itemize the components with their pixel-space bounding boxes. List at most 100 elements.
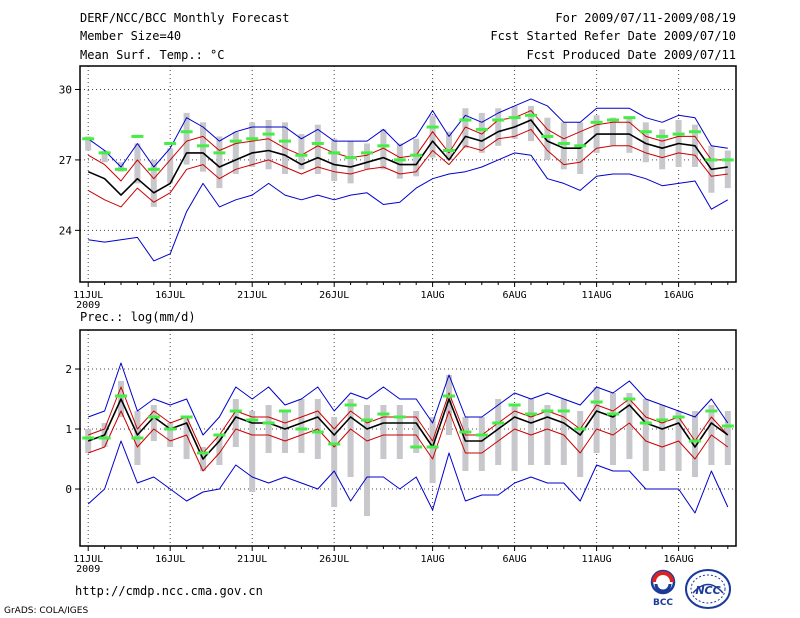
spread-box bbox=[380, 405, 387, 459]
median-marker bbox=[508, 403, 521, 407]
spread-box bbox=[560, 399, 567, 465]
spread-box bbox=[364, 405, 370, 516]
member-size-label: Member Size=40 bbox=[80, 29, 182, 43]
x-tick-label: 26JUL bbox=[319, 290, 349, 301]
median-marker bbox=[279, 409, 291, 413]
spread-box bbox=[232, 399, 239, 447]
spread-box bbox=[528, 399, 534, 465]
spread-box bbox=[642, 122, 649, 163]
median-marker bbox=[459, 430, 472, 434]
x-tick-label: 1AUG bbox=[421, 290, 445, 301]
bottom-panel-variable-label: Prec.: log(mm/d) bbox=[80, 310, 196, 324]
median-marker bbox=[492, 421, 505, 425]
median-marker bbox=[574, 144, 587, 148]
y-tick-label: 30 bbox=[59, 83, 72, 96]
bcc-logo-text: BCC bbox=[653, 598, 673, 608]
min-envelope-line bbox=[88, 152, 729, 262]
spread-box bbox=[396, 405, 403, 459]
spread-box bbox=[626, 117, 633, 153]
upper-spread-line bbox=[87, 110, 728, 182]
x-tick-label: 26JUL bbox=[319, 554, 349, 565]
spread-box bbox=[593, 387, 600, 453]
median-marker bbox=[721, 158, 734, 162]
spread-box bbox=[462, 108, 469, 149]
median-marker bbox=[328, 442, 341, 446]
spread-box bbox=[577, 411, 584, 477]
lower-spread-line bbox=[87, 128, 728, 208]
median-marker bbox=[246, 418, 259, 422]
median-marker bbox=[131, 436, 144, 440]
median-marker bbox=[590, 400, 603, 404]
median-marker bbox=[508, 116, 521, 120]
median-marker bbox=[147, 415, 160, 419]
spread-box bbox=[314, 124, 321, 174]
median-marker bbox=[607, 412, 619, 416]
spread-box bbox=[101, 150, 108, 163]
median-marker bbox=[180, 415, 193, 419]
spread-box bbox=[413, 138, 420, 177]
median-marker bbox=[426, 125, 439, 129]
forecast-started-label: Fcst Started Refer Date 2009/07/10 bbox=[490, 29, 736, 43]
y-tick-label: 24 bbox=[59, 224, 73, 237]
x-tick-label: 6AUG bbox=[503, 554, 527, 565]
median-marker bbox=[492, 118, 505, 122]
median-marker bbox=[541, 409, 554, 413]
spread-box bbox=[659, 129, 666, 170]
median-marker bbox=[295, 153, 308, 157]
spread-box bbox=[150, 159, 157, 207]
median-marker bbox=[262, 132, 275, 136]
spread-box bbox=[413, 411, 420, 453]
spread-box bbox=[642, 399, 649, 471]
x-tick-label: 11JUL bbox=[73, 554, 103, 565]
spread-box bbox=[282, 411, 288, 453]
x-tick-label: 21JUL bbox=[237, 554, 267, 565]
spread-box bbox=[183, 417, 190, 459]
median-marker bbox=[393, 158, 406, 162]
median-marker bbox=[82, 436, 95, 440]
median-marker bbox=[656, 418, 669, 422]
median-marker bbox=[197, 451, 209, 455]
median-marker bbox=[229, 409, 242, 413]
spread-box bbox=[265, 120, 272, 170]
median-marker bbox=[410, 153, 423, 157]
median-marker bbox=[525, 412, 537, 416]
median-marker bbox=[705, 409, 718, 413]
ncc-logo-text: NCC bbox=[695, 584, 720, 597]
median-marker bbox=[623, 397, 636, 401]
median-marker bbox=[607, 118, 619, 122]
spread-box bbox=[298, 399, 305, 453]
spread-box bbox=[167, 423, 174, 447]
median-marker bbox=[623, 116, 636, 120]
spread-box bbox=[446, 375, 452, 435]
spread-box bbox=[544, 405, 551, 465]
median-marker bbox=[459, 118, 472, 122]
spread-box bbox=[249, 122, 256, 167]
plot-frame bbox=[79, 65, 737, 283]
median-marker bbox=[475, 433, 488, 437]
x-tick-label: 16AUG bbox=[664, 554, 694, 565]
spread-box bbox=[659, 405, 666, 471]
bcc-logo-icon: BCC bbox=[650, 569, 676, 608]
spread-box bbox=[364, 143, 370, 170]
median-marker bbox=[721, 424, 734, 428]
median-marker bbox=[279, 139, 291, 143]
median-marker bbox=[656, 134, 669, 138]
median-marker bbox=[426, 445, 439, 449]
max-envelope-line bbox=[88, 362, 729, 436]
median-marker bbox=[541, 134, 554, 138]
median-marker bbox=[689, 130, 701, 134]
spread-box bbox=[249, 411, 256, 492]
median-marker bbox=[361, 151, 373, 155]
max-envelope-line bbox=[87, 98, 728, 168]
median-marker bbox=[82, 137, 95, 141]
spread-box bbox=[462, 417, 469, 471]
x-tick-year-label: 2009 bbox=[76, 300, 100, 311]
spread-box bbox=[478, 112, 485, 153]
median-marker bbox=[410, 445, 423, 449]
median-marker bbox=[525, 113, 537, 117]
website-url[interactable]: http://cmdp.ncc.cma.gov.cn bbox=[75, 584, 263, 598]
median-marker bbox=[443, 394, 455, 398]
spread-box bbox=[265, 405, 272, 453]
x-tick-year-label: 2009 bbox=[76, 564, 100, 575]
